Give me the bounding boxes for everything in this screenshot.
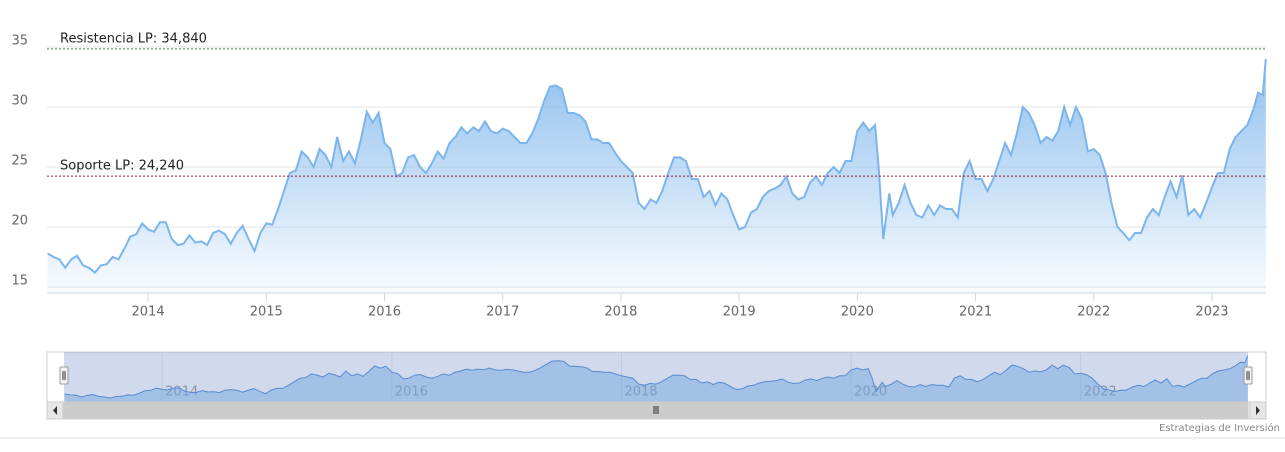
x-tick-label: 2017 xyxy=(486,305,519,320)
credits: Estrategias de Inversión xyxy=(1159,422,1280,434)
navigator-handle[interactable] xyxy=(59,366,69,385)
plot-line-label: Resistencia LP: 34,840 xyxy=(60,31,207,46)
navigator-mask xyxy=(64,352,1248,402)
area xyxy=(47,59,1266,293)
x-tick-label: 2022 xyxy=(1077,305,1110,320)
scrollbar-arrow xyxy=(53,406,57,415)
x-tick-label: 2016 xyxy=(368,305,401,320)
x-tick-label: 2018 xyxy=(604,305,637,320)
navigator-line xyxy=(64,355,1249,399)
y-tick-label: 25 xyxy=(11,154,28,169)
x-tick-label: 2021 xyxy=(959,305,992,320)
y-tick-label: 15 xyxy=(11,274,28,289)
navigator-area xyxy=(64,355,1248,402)
y-tick-label: 20 xyxy=(11,214,28,229)
x-tick-label: 2020 xyxy=(841,305,874,320)
y-tick-label: 35 xyxy=(11,34,28,49)
x-tick-label: 2023 xyxy=(1195,305,1228,320)
line xyxy=(47,58,1267,275)
navigator-handle[interactable] xyxy=(1243,366,1253,385)
scrollbar-arrow xyxy=(1256,406,1260,415)
x-tick-label: 2014 xyxy=(132,305,165,320)
x-tick-label: 2019 xyxy=(723,305,756,320)
plot-line-label: Soporte LP: 24,240 xyxy=(60,159,184,174)
y-tick-label: 30 xyxy=(11,94,28,109)
x-tick-label: 2015 xyxy=(250,305,283,320)
